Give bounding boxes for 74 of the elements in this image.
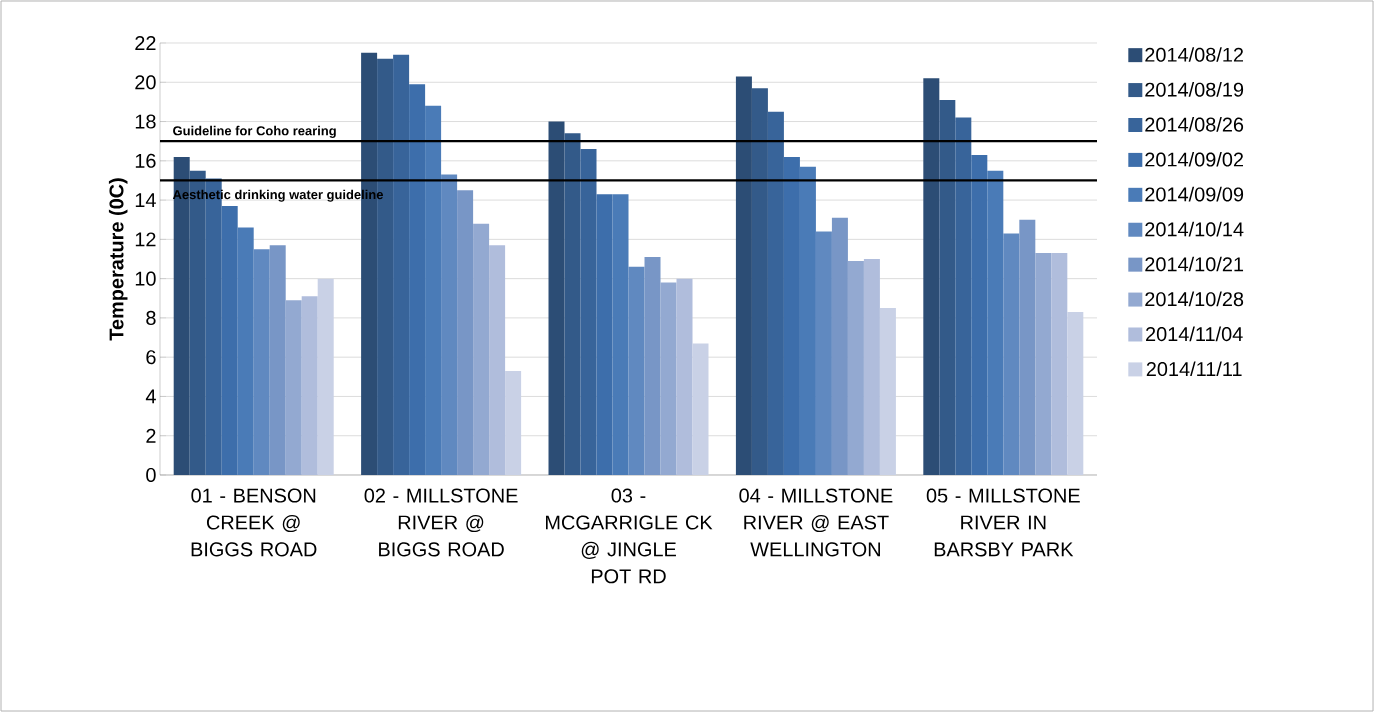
bar bbox=[1067, 312, 1084, 475]
legend-label: 2014/08/19 bbox=[1145, 82, 1244, 97]
y-tick-label: 18 bbox=[135, 114, 156, 129]
x-tick-label: 04 - MILLSTONE RIVER @ EAST WELLINGTON bbox=[739, 488, 893, 557]
legend-label: 2014/10/14 bbox=[1145, 221, 1244, 237]
bar bbox=[441, 174, 458, 475]
bar bbox=[425, 105, 442, 475]
bar bbox=[393, 54, 410, 475]
y-tick-label: 20 bbox=[135, 75, 156, 90]
x-tick-label: 05 - MILLSTONE RIVER IN BARSBY PARK bbox=[926, 488, 1080, 557]
bar bbox=[317, 278, 334, 475]
bar bbox=[847, 260, 864, 475]
bar bbox=[1003, 233, 1020, 475]
ref-line-label: Guideline for Coho rearing bbox=[173, 125, 336, 138]
bar bbox=[473, 223, 490, 475]
bar bbox=[644, 257, 661, 475]
bar bbox=[767, 111, 784, 475]
bar bbox=[409, 84, 426, 475]
legend-label: 2014/08/26 bbox=[1145, 117, 1244, 132]
bar bbox=[548, 121, 565, 475]
y-tick-label: 12 bbox=[135, 232, 156, 247]
bar bbox=[751, 88, 768, 475]
x-tick-label: 01 - BENSON CREEK @ BIGGS ROAD bbox=[191, 488, 317, 557]
bar bbox=[237, 227, 254, 475]
legend-label: 2014/08/12 bbox=[1145, 47, 1244, 62]
x-tick-label: 03 - MCGARRIGLE CK @ JINGLE POT RD bbox=[546, 488, 713, 584]
bar bbox=[612, 194, 629, 475]
bar bbox=[1019, 219, 1036, 475]
bar bbox=[564, 133, 581, 475]
bar bbox=[457, 190, 474, 475]
bar bbox=[1051, 253, 1068, 475]
bar bbox=[489, 245, 506, 475]
bar bbox=[879, 308, 896, 475]
bar bbox=[580, 149, 597, 475]
y-tick-label: 14 bbox=[135, 193, 156, 207]
bar bbox=[301, 296, 318, 475]
bar bbox=[660, 282, 677, 475]
bar bbox=[269, 245, 286, 475]
bar bbox=[939, 99, 956, 475]
y-tick-label: 4 bbox=[145, 389, 156, 404]
legend-label: 2014/10/28 bbox=[1145, 291, 1244, 307]
legend-label: 2014/09/09 bbox=[1145, 186, 1244, 202]
bar bbox=[783, 156, 800, 475]
legend-label: 2014/11/04 bbox=[1146, 326, 1243, 342]
y-tick-label: 6 bbox=[146, 350, 156, 365]
bar bbox=[628, 266, 645, 475]
bar bbox=[221, 205, 238, 475]
bar bbox=[285, 300, 302, 475]
bar bbox=[815, 231, 832, 475]
bar bbox=[692, 343, 709, 475]
bar bbox=[923, 78, 940, 475]
y-tick-label: 22 bbox=[135, 36, 156, 50]
bar bbox=[676, 278, 693, 475]
bar bbox=[863, 259, 880, 475]
legend-label: 2014/11/11 bbox=[1146, 361, 1242, 377]
bar bbox=[971, 154, 988, 475]
y-axis-title: Temperature (0C) bbox=[108, 178, 128, 341]
legend-label: 2014/10/21 bbox=[1145, 256, 1244, 272]
y-tick-label: 10 bbox=[135, 271, 156, 286]
bar bbox=[799, 166, 816, 475]
bar bbox=[596, 194, 613, 475]
bar bbox=[505, 370, 522, 475]
y-tick-label: 0 bbox=[146, 467, 156, 483]
bar bbox=[1035, 253, 1052, 475]
y-tick-label: 16 bbox=[135, 153, 156, 168]
legend-label: 2014/09/02 bbox=[1145, 151, 1244, 167]
y-tick-label: 2 bbox=[146, 428, 156, 443]
bar bbox=[735, 76, 752, 475]
bar bbox=[831, 217, 848, 475]
y-tick-label: 8 bbox=[146, 310, 156, 325]
x-tick-label: 02 - MILLSTONE RIVER @ BIGGS ROAD bbox=[364, 488, 518, 557]
bar bbox=[253, 249, 270, 475]
bar bbox=[955, 117, 972, 475]
bar bbox=[987, 170, 1004, 475]
